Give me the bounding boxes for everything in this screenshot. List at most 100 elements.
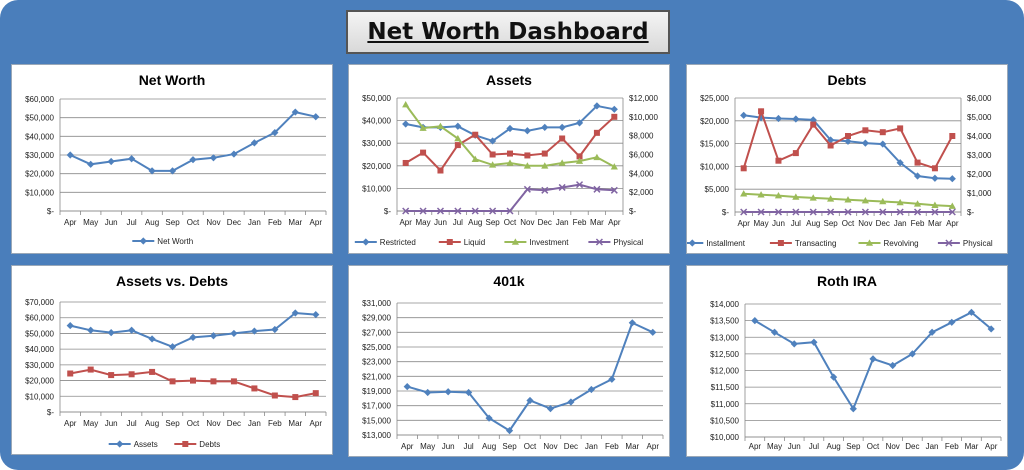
x-tick-label: Aug	[468, 218, 482, 227]
x-tick-label: Nov	[543, 442, 557, 451]
net-worth-point-12	[312, 113, 320, 121]
liquid-point-0	[402, 159, 409, 166]
x-tick-label: May	[420, 442, 435, 451]
assets-point-10	[271, 325, 279, 334]
x-tick-label: May	[83, 419, 98, 428]
transacting-point-11	[931, 165, 938, 172]
revolving-point-6	[844, 196, 852, 203]
physical-point-5	[489, 207, 497, 215]
x-tick-label: Nov	[520, 218, 534, 227]
y2-tick-label: $1,000	[967, 189, 992, 198]
series-liquid	[402, 113, 618, 174]
investment-point-1	[419, 124, 427, 131]
liquid-point-3	[454, 142, 461, 149]
x-tick-label: Jul	[126, 419, 136, 428]
y-tick-label: $10,000	[700, 162, 729, 171]
series-0-point-10	[608, 375, 616, 383]
series-physical	[402, 181, 618, 215]
assets-point-12	[312, 310, 320, 319]
physical-point-4	[809, 208, 817, 216]
restricted-point-8	[541, 123, 549, 131]
y-tick-label: $20,000	[25, 377, 54, 386]
series-net-worth	[66, 108, 320, 175]
y-tick-label: $60,000	[25, 314, 54, 323]
liquid-point-10	[576, 153, 583, 160]
physical-point-11	[931, 208, 939, 216]
dashboard-title: Net Worth Dashboard	[367, 19, 649, 45]
x-tick-label: Jul	[453, 218, 463, 227]
x-tick-label: Dec	[538, 218, 552, 227]
x-tick-label: Oct	[187, 419, 200, 428]
x-tick-label: Apr	[749, 442, 762, 451]
revolving-point-11	[931, 201, 939, 208]
chart-assets: Assets $- $10,000 $20,000 $30,000 $40,000 $50,…	[354, 72, 658, 247]
x-tick-label: Jul	[791, 219, 801, 228]
revolving-point-8	[879, 197, 887, 205]
y-tick-label: $-	[47, 408, 54, 417]
series-debts	[67, 366, 319, 401]
liquid-point-1	[420, 149, 427, 156]
x-tick-label: Sep	[485, 218, 500, 227]
x-tick-label: Jun	[434, 218, 447, 227]
investment-point-2	[436, 122, 445, 130]
revolving-point-10	[913, 200, 922, 207]
transacting-point-8	[879, 129, 886, 136]
y2-tick-label: $-	[629, 207, 636, 216]
chart-title: Net Worth	[139, 72, 206, 88]
investment-point-5	[489, 161, 497, 168]
y2-tick-label: $2,000	[629, 188, 654, 197]
y-tick-label: $23,000	[362, 358, 391, 367]
y-tick-label: $30,000	[25, 151, 54, 160]
x-tick-label: Feb	[911, 219, 925, 228]
y2-tick-label: $4,000	[629, 169, 654, 178]
x-tick-label: Apr	[64, 419, 77, 428]
assets-point-1	[87, 326, 95, 334]
investment-point-8	[541, 162, 549, 169]
legend-label-debts: Debts	[199, 440, 220, 449]
transacting-point-6	[845, 133, 851, 139]
x-tick-label: Aug	[145, 419, 159, 428]
net-worth-point-8	[230, 150, 238, 158]
x-tick-label: Apr	[401, 442, 414, 451]
x-tick-label: Apr	[310, 218, 323, 227]
transacting-point-4	[810, 121, 817, 128]
assets-point-4	[148, 335, 156, 343]
x-tick-label: May	[767, 442, 782, 451]
y2-tick-label: $10,000	[629, 113, 658, 122]
y2-tick-label: $-	[967, 208, 974, 217]
x-tick-label: Oct	[867, 442, 880, 451]
legend: Assets Debts	[108, 440, 220, 449]
debts-point-1	[87, 366, 94, 373]
physical-point-3	[792, 208, 800, 216]
y-tick-label: $27,000	[362, 328, 391, 337]
x-tick-label: Aug	[806, 219, 820, 228]
physical-point-8	[879, 208, 887, 216]
x-tick-label: Jun	[105, 218, 118, 227]
restricted-point-7	[523, 127, 531, 135]
legend-label-liquid: Liquid	[464, 238, 485, 247]
y-tick-label: $15,000	[362, 416, 391, 425]
revolving-point-5	[827, 195, 835, 202]
debts-point-2	[108, 372, 115, 379]
x-tick-label: Dec	[227, 218, 241, 227]
x-tick-label: Feb	[573, 218, 587, 227]
y-tick-label: $40,000	[362, 117, 391, 126]
panel-net-worth: Net Worth $- $10,000 $20,000 $30,000 $40,000 $…	[11, 64, 333, 254]
x-tick-label: Feb	[268, 218, 282, 227]
series-physical	[740, 208, 956, 216]
y-tick-label: $5,000	[705, 185, 730, 194]
net-worth-point-10	[271, 129, 279, 137]
debts-point-10	[271, 392, 278, 399]
legend-net-worth-point-0	[139, 237, 147, 245]
debts-point-5	[169, 378, 176, 385]
y-tick-label: $13,000	[710, 333, 739, 342]
y-tick-label: $40,000	[25, 345, 54, 354]
y-tick-label: $11,500	[711, 383, 740, 392]
revolving-point-7	[861, 197, 869, 204]
restricted-point-10	[575, 119, 584, 127]
physical-point-5	[827, 208, 835, 216]
legend-revolving-point-0	[865, 239, 874, 246]
y-tick-label: $11,000	[711, 400, 740, 409]
series-series-0	[751, 308, 995, 413]
liquid-point-2	[437, 167, 444, 174]
